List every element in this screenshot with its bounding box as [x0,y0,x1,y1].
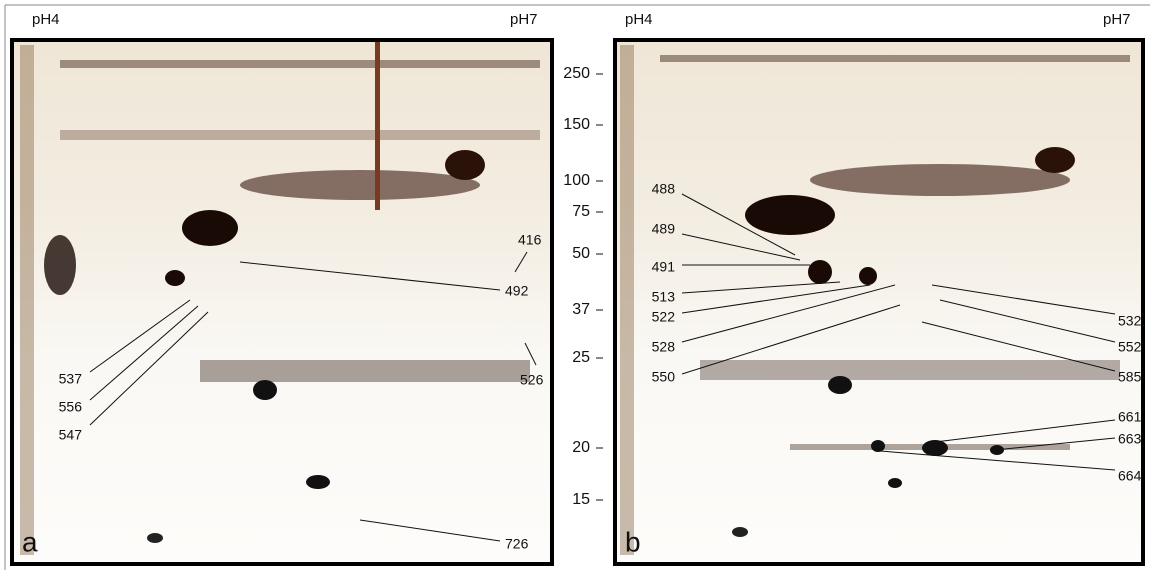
mw-label: 25 [572,349,590,366]
spot-label: 526 [520,372,544,388]
spot-label: 491 [652,259,676,275]
spot-label: 416 [518,232,542,248]
leader-line [681,233,801,261]
leader-line [921,321,1116,372]
leader-line [994,437,1116,451]
mw-label: 75 [572,203,590,220]
leader-line [359,519,501,542]
leader-line [939,299,1116,343]
ph-left: pH4 [32,11,60,28]
spot-label: 532 [1118,313,1142,329]
leader-line [524,342,537,366]
spot-label: 513 [652,289,676,305]
ph-left: pH4 [625,11,653,28]
leader-line [681,284,871,314]
spot-label: 663 [1118,431,1142,447]
spot-label: 556 [59,399,83,415]
spot-label: 489 [652,221,676,237]
panel-label: a [22,526,38,557]
leader-line [931,284,1116,315]
mw-label: 50 [572,245,590,262]
leader-line [681,193,796,256]
leader-line [681,284,896,343]
leader-line [681,304,901,375]
mw-label: 100 [563,172,590,189]
mw-label: 37 [572,301,590,318]
spot-label: 547 [59,427,83,443]
leader-line [879,450,1116,471]
gel-b [613,38,1145,566]
mw-label: 15 [572,491,590,508]
spot-label: 585 [1118,369,1142,385]
mw-label: 20 [572,439,590,456]
spot-label: 522 [652,309,676,325]
ph-right: pH7 [510,11,538,28]
mw-label: 150 [563,116,590,133]
spot-label: 726 [505,536,529,552]
leader-line [239,261,501,291]
leader-line [514,251,528,273]
spot-label: 661 [1118,409,1142,425]
spot-label: 488 [652,181,676,197]
spot-label: 492 [505,283,529,299]
leader-line [89,311,209,426]
spot-label: 528 [652,339,676,355]
mw-label: 250 [563,65,590,82]
leader-line [89,299,191,373]
spot-label: 552 [1118,339,1142,355]
spot-label: 550 [652,369,676,385]
leader-line [89,305,199,401]
gel-a [10,38,554,566]
leader-line [681,281,841,294]
leader-line [934,419,1116,443]
spot-label: 537 [59,371,83,387]
panel-label: b [625,526,641,557]
spot-label: 664 [1118,468,1142,484]
ph-right: pH7 [1103,11,1131,28]
